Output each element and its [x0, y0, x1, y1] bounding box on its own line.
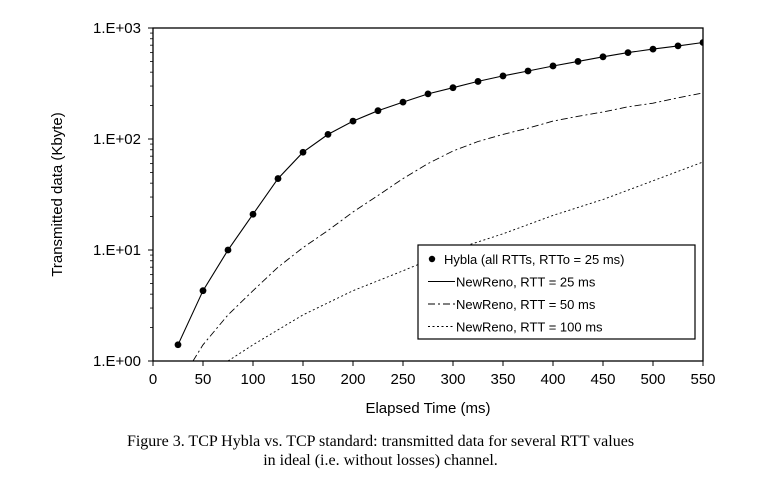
legend-marker	[428, 255, 436, 263]
legend: Hybla (all RTTs, RTTo = 25 ms) NewReno, R…	[417, 244, 696, 340]
y-tick-label: 1.E+03	[93, 20, 141, 37]
figure-caption: Figure 3. TCP Hybla vs. TCP standard: tr…	[0, 432, 761, 470]
x-axis-ticks: 0 50 100 150 200 250 300 350 400 450 500 550	[149, 361, 716, 388]
legend-entry: NewReno, RTT = 100 ms	[456, 320, 603, 335]
plot-area	[152, 27, 704, 362]
y-tick-label: 1.E+00	[93, 353, 141, 370]
series-line-solid	[177, 41, 703, 346]
x-tick-label: 400	[540, 371, 565, 388]
x-tick-label: 100	[240, 371, 265, 388]
series-layer	[174, 39, 703, 361]
legend-box	[417, 244, 696, 340]
x-tick-label: 450	[590, 371, 615, 388]
y-tick-label: 1.E+02	[93, 131, 141, 148]
caption-line-1: Figure 3. TCP Hybla vs. TCP standard: tr…	[126, 433, 635, 450]
x-tick-label: 550	[690, 371, 715, 388]
x-tick-label: 500	[640, 371, 665, 388]
y-tick-label: 1.E+01	[93, 242, 141, 259]
series-line-dotted	[227, 161, 703, 361]
series-line-dashdot	[192, 92, 703, 361]
y-axis-ticks: 1.E+00 1.E+01 1.E+02 1.E+03	[93, 20, 153, 370]
legend-entry: NewReno, RTT = 50 ms	[456, 297, 596, 312]
x-tick-label: 250	[390, 371, 415, 388]
legend-entry: Hybla (all RTTs, RTTo = 25 ms)	[444, 252, 624, 267]
x-tick-label: 0	[149, 371, 157, 388]
y-axis-label: Transmitted data (Kbyte)	[49, 112, 66, 277]
plot-frame	[152, 27, 704, 362]
legend-entry: NewReno, RTT = 25 ms	[456, 275, 596, 290]
x-axis-label: Elapsed Time (ms)	[365, 400, 490, 417]
chart: 0 50 100 150 200 250 300 350 400 450 500 550 1.E+00…	[49, 20, 716, 417]
x-tick-label: 300	[440, 371, 465, 388]
x-tick-label: 50	[195, 371, 212, 388]
caption-line-2: in ideal (i.e. without losses) channel.	[263, 452, 498, 469]
x-tick-label: 200	[340, 371, 365, 388]
x-tick-label: 150	[290, 371, 315, 388]
x-tick-label: 350	[490, 371, 515, 388]
